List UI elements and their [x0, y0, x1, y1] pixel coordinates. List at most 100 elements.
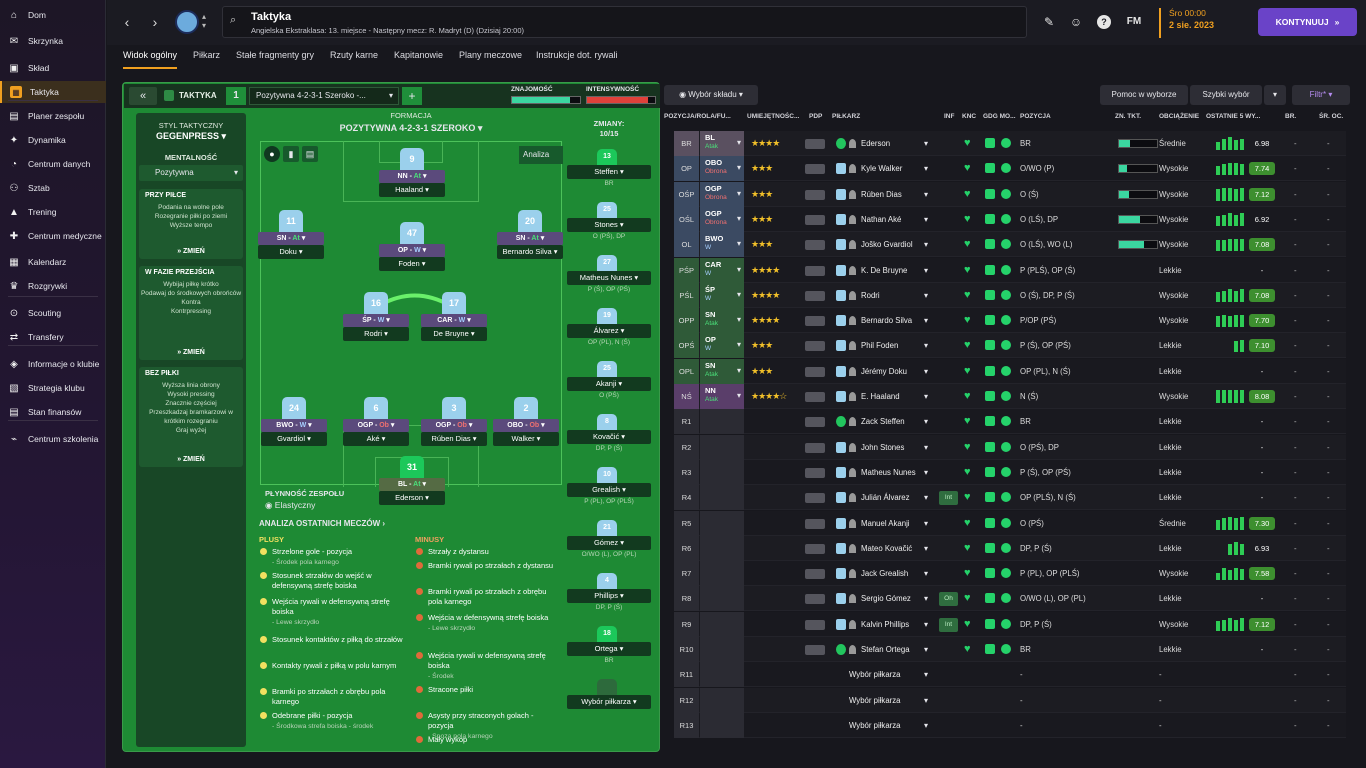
- squad-row[interactable]: R7 Jack Grealish ▾ ♥ P (PL), OP (PLŚ) Wysokie…: [674, 561, 1346, 587]
- squad-row[interactable]: R13 Wybór piłkarza ▾ - - - -: [674, 712, 1346, 738]
- squad-row[interactable]: R9 Kalvin Phillips ▾ Int ♥ DP, P (Ś) Wysokie 7.…: [674, 611, 1346, 637]
- player-name[interactable]: Rodri ▾: [343, 327, 409, 341]
- squad-row[interactable]: OPŚ OP W ▾ ★★★ Phil Foden ▾ ♥ P (Ś), OP (PŚ) Lekk…: [674, 333, 1346, 359]
- player-name[interactable]: Joško Gvardiol: [861, 232, 951, 257]
- sidebar-item-2[interactable]: ▣ Skład: [0, 57, 106, 79]
- tab-0[interactable]: Widok ogólny: [123, 47, 178, 69]
- back-arrow-icon[interactable]: ‹: [124, 14, 130, 30]
- role-box[interactable]: SN Atak ▾: [700, 358, 744, 384]
- pitch-player[interactable]: 24 BWO - W ▾ Gvardiol ▾: [261, 397, 327, 453]
- tab-6[interactable]: Instrukcje dot. rywali: [536, 50, 618, 60]
- squad-row[interactable]: R2 John Stones ▾ ♥ O (PŚ), DP Lekkie - - -: [674, 434, 1346, 460]
- role-box[interactable]: OP W ▾: [700, 333, 744, 359]
- pdp-icon[interactable]: [805, 189, 825, 200]
- tab-4[interactable]: Kapitanowie: [394, 50, 444, 60]
- column-header[interactable]: ZN. TKT.: [1115, 113, 1141, 120]
- squad-picker-button[interactable]: ◉ Wybór składu ▾: [664, 85, 758, 105]
- pdp-icon[interactable]: [805, 543, 825, 554]
- player-name[interactable]: Stefan Ortega: [861, 637, 951, 662]
- column-header[interactable]: INF: [944, 113, 955, 120]
- pdp-icon[interactable]: [805, 164, 825, 175]
- squad-row[interactable]: PŚL ŚP W ▾ ★★★★ Rodri ▾ ♥ O (Ś), DP, P (Ś) Wysoki…: [674, 282, 1346, 308]
- pdp-icon[interactable]: [805, 493, 825, 504]
- collapse-icon[interactable]: «: [129, 87, 157, 105]
- role-box[interactable]: OGP Obrona ▾: [700, 181, 744, 207]
- player-name[interactable]: Rúben Dias ▾: [421, 432, 487, 446]
- without-ball-box[interactable]: BEZ PIŁKI Wyższa linia obrony Wysoki pres…: [139, 367, 243, 467]
- player-name[interactable]: Julián Álvarez: [861, 485, 951, 510]
- sub-player[interactable]: 13 Steffen ▾ BR: [567, 149, 651, 194]
- player-role[interactable]: ŚP - W ▾: [343, 314, 409, 327]
- sidebar-item-12[interactable]: ⊙ Scouting: [0, 302, 106, 324]
- player-role[interactable]: NN - At ▾: [379, 170, 445, 183]
- pdp-icon[interactable]: [805, 518, 825, 529]
- player-name[interactable]: Matheus Nunes: [861, 460, 951, 485]
- column-header[interactable]: KNC: [962, 113, 977, 120]
- player-name[interactable]: Wybór piłkarza: [849, 662, 939, 687]
- player-role[interactable]: CAR - W ▾: [421, 314, 487, 327]
- squad-row[interactable]: OŚP OGP Obrona ▾ ★★★ Rúben Dias ▾ ♥ O (Ś) Wysokie…: [674, 181, 1346, 207]
- column-header[interactable]: ŚR. OC.: [1319, 113, 1344, 120]
- quick-pick-dropdown[interactable]: ▾: [1264, 85, 1286, 105]
- role-box[interactable]: SN Atak ▾: [700, 308, 744, 334]
- sub-name[interactable]: Kovačić ▾: [567, 430, 651, 444]
- pitch-player[interactable]: 17 CAR - W ▾ De Bruyne ▾: [421, 292, 487, 348]
- transition-box[interactable]: W FAZIE PRZEJŚCIA Wybijaj piłkę krótko Po…: [139, 266, 243, 360]
- sub-name[interactable]: Akanji ▾: [567, 377, 651, 391]
- sidebar-item-4[interactable]: ▤ Planer zespołu: [0, 105, 106, 127]
- player-name[interactable]: Gvardiol ▾: [261, 432, 327, 446]
- pitch-player[interactable]: 3 OGP - Ob ▾ Rúben Dias ▾: [421, 397, 487, 453]
- sidebar-item-15[interactable]: ▧ Strategia klubu: [0, 377, 106, 399]
- player-role[interactable]: BWO - W ▾: [261, 419, 327, 432]
- sidebar-item-11[interactable]: ♛ Rozgrywki: [0, 275, 106, 297]
- pitch-player[interactable]: 31 BL - At ▾ Ederson ▾: [379, 456, 445, 512]
- sub-name[interactable]: Álvarez ▾: [567, 324, 651, 338]
- player-name[interactable]: John Stones: [861, 435, 951, 460]
- sidebar-item-0[interactable]: ⌂ Dom: [0, 4, 106, 26]
- column-header[interactable]: UMIEJĘTNOŚC...: [747, 113, 800, 120]
- squad-row[interactable]: R1 Zack Steffen ▾ ♥ BR Lekkie - - -: [674, 409, 1346, 435]
- continue-button[interactable]: KONTYNUUJ »: [1258, 8, 1357, 36]
- player-view-icon[interactable]: ●: [264, 146, 280, 162]
- player-name[interactable]: Nathan Aké: [861, 207, 951, 232]
- player-name[interactable]: Phil Foden: [861, 333, 951, 358]
- edit-icon[interactable]: ✎: [1043, 15, 1055, 29]
- player-name[interactable]: Haaland ▾: [379, 183, 445, 197]
- sidebar-item-7[interactable]: ⚇ Sztab: [0, 177, 106, 199]
- quick-pick-button[interactable]: Szybki wybór: [1190, 85, 1262, 105]
- squad-row[interactable]: R6 Mateo Kovačić ▾ ♥ DP, P (Ś) Lekkie 6.93 - -: [674, 535, 1346, 561]
- column-header[interactable]: OSTATNIE 5 WY...: [1206, 113, 1261, 120]
- squad-row[interactable]: OŚL OGP Obrona ▾ ★★★ Nathan Aké ▾ ♥ O (LŚ), DP Wy…: [674, 206, 1346, 232]
- sub-name[interactable]: Stones ▾: [567, 218, 651, 232]
- pitch-player[interactable]: 2 OBO - Ob ▾ Walker ▾: [493, 397, 559, 453]
- player-name[interactable]: Doku ▾: [258, 245, 324, 259]
- player-role[interactable]: OGP - Ob ▾: [343, 419, 409, 432]
- player-name[interactable]: Walker ▾: [493, 432, 559, 446]
- sub-name[interactable]: Grealish ▾: [567, 483, 651, 497]
- squad-row[interactable]: OPL SN Atak ▾ ★★★ Jérémy Doku ▾ ♥ OP (PL), N (Ś)…: [674, 358, 1346, 384]
- tactic-slot[interactable]: 1: [226, 87, 246, 105]
- squad-row[interactable]: BR BL Atak ▾ ★★★★ Ederson ▾ ♥ BR Średnie 6.98 - -: [674, 131, 1346, 156]
- club-badge-icon[interactable]: [175, 10, 199, 34]
- sidebar-item-9[interactable]: ✚ Centrum medyczne: [0, 225, 106, 247]
- pdp-icon[interactable]: [805, 265, 825, 276]
- player-name[interactable]: Rodri: [861, 283, 951, 308]
- role-box[interactable]: BWO W ▾: [700, 232, 744, 258]
- sub-name[interactable]: Wybór piłkarza ▾: [567, 695, 651, 709]
- club-switcher-icon[interactable]: ▴ ▾: [202, 12, 207, 30]
- player-name[interactable]: Mateo Kovačić: [861, 536, 951, 561]
- player-name[interactable]: De Bruyne ▾: [421, 327, 487, 341]
- sub-player[interactable]: 27 Matheus Nunes ▾ P (Ś), OP (PŚ): [567, 255, 651, 300]
- sub-player[interactable]: 21 Gómez ▾ O/WO (L), OP (PL): [567, 520, 651, 565]
- formation-select[interactable]: POZYTYWNA 4-2-3-1 SZEROKO ▾: [339, 123, 483, 133]
- mentality-select[interactable]: Pozytywna ▾: [139, 165, 243, 181]
- analysis-button[interactable]: Analiza: [519, 146, 563, 164]
- player-role[interactable]: OP - W ▾: [379, 244, 445, 257]
- player-name[interactable]: Bernardo Silva ▾: [497, 245, 563, 259]
- player-name[interactable]: Sergio Gómez: [861, 586, 951, 611]
- squad-row[interactable]: R4 Julián Álvarez ▾ Int ♥ OP (PLŚ), N (Ś) Lekk…: [674, 485, 1346, 511]
- tab-1[interactable]: Piłkarz: [193, 50, 221, 60]
- column-header[interactable]: POZYCJA: [1020, 113, 1051, 120]
- pitch-player[interactable]: 20 SN - At ▾ Bernardo Silva ▾: [497, 210, 563, 266]
- sub-player[interactable]: 25 Stones ▾ O (PŚ), DP: [567, 202, 651, 247]
